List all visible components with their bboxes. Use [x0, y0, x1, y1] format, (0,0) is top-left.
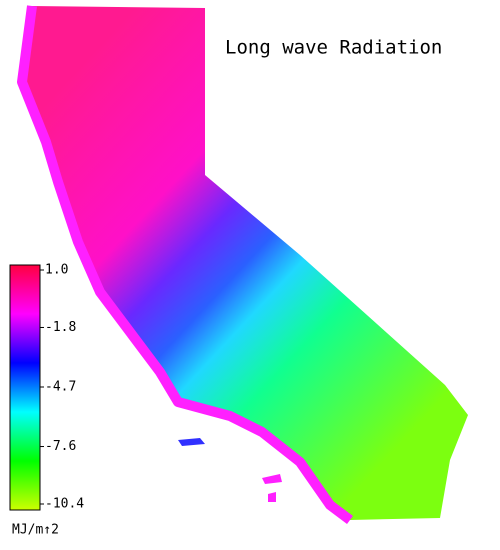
colorbar [9, 264, 41, 511]
colorbar-ticks: 1.0 -1.8 -4.7 -7.6 -10.4 [40, 263, 84, 512]
coastline [17, 5, 353, 524]
island [178, 438, 205, 446]
california-shape [22, 6, 468, 520]
tick-label: -4.7 [45, 380, 76, 395]
colorbar-unit: MJ/m↑2 [12, 523, 59, 538]
tick-label: -10.4 [45, 497, 84, 512]
tick-label: -7.6 [45, 439, 76, 454]
island [268, 492, 276, 502]
tick-label: -1.8 [45, 320, 76, 335]
map-title: Long wave Radiation [225, 37, 442, 59]
tick-label: 1.0 [45, 263, 68, 278]
island [262, 474, 282, 484]
